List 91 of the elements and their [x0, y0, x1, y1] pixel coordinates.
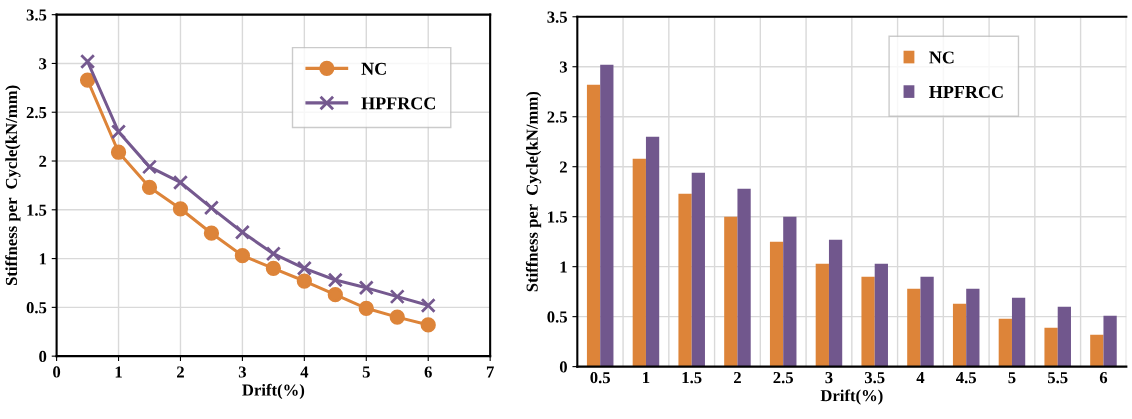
bar	[1057, 306, 1071, 367]
x-tick-label: 3	[825, 372, 833, 384]
legend-label: HPFRCC	[929, 85, 1003, 99]
point	[296, 260, 312, 276]
x-tick-label: 0.5	[590, 371, 610, 384]
x-tick-label: 3.5	[864, 372, 885, 384]
legend-label: NC	[929, 51, 954, 64]
point	[172, 174, 189, 191]
bar	[600, 64, 614, 367]
point	[296, 273, 312, 289]
bar	[737, 188, 751, 367]
y-tick-label: 2.5	[547, 111, 567, 123]
bar	[632, 158, 646, 367]
x-tick-label: 5	[1008, 372, 1016, 384]
x-tick-label: 4.5	[956, 372, 977, 384]
y-tick-label: 1.5	[27, 204, 47, 216]
point	[265, 260, 282, 276]
point	[141, 159, 158, 175]
point	[141, 179, 158, 195]
point	[420, 297, 436, 314]
x-tick-label: 0	[53, 366, 61, 378]
point	[79, 72, 96, 88]
bar	[645, 136, 660, 367]
x-tick-label: 2.5	[773, 372, 794, 384]
y-tick-label: 2.5	[26, 106, 47, 119]
x-tick-label: 5	[362, 366, 370, 378]
x-tick-label: 4	[916, 372, 925, 384]
x-tick-label: 2	[733, 372, 741, 384]
x-tick-label: 5.5	[1047, 372, 1068, 384]
bar	[815, 263, 829, 367]
x-tick-label: 2	[177, 366, 184, 378]
bar	[874, 263, 888, 367]
y-tick-label: 0.5	[26, 302, 47, 314]
bar	[691, 172, 705, 367]
bar	[1090, 334, 1104, 367]
x-axis-title: Drift(%)	[242, 383, 305, 400]
x-tick-label: 7	[486, 366, 494, 378]
bar	[678, 193, 692, 367]
y-tick-label: 3	[559, 61, 568, 73]
bar	[586, 84, 601, 367]
point	[203, 200, 220, 216]
point	[389, 309, 405, 325]
x-tick-label: 1.5	[682, 372, 702, 384]
bar	[920, 276, 934, 367]
x-tick-label: 1	[643, 372, 650, 384]
bar	[783, 216, 797, 367]
point	[110, 124, 127, 140]
y-tick-label: 3.5	[547, 11, 567, 23]
x-axis-title: Drift(%)	[820, 389, 883, 405]
legend-label: HPFRCC	[361, 97, 435, 110]
point	[234, 224, 251, 240]
x-tick-label: 4	[300, 366, 309, 378]
point	[265, 246, 282, 262]
x-tick-label: 3	[238, 366, 247, 378]
bar	[828, 239, 843, 367]
point	[420, 317, 436, 333]
bar	[769, 241, 784, 367]
y-tick-label: 1	[560, 261, 567, 273]
x-tick-label: 6	[424, 366, 432, 378]
bar	[1103, 315, 1117, 367]
bar	[1011, 297, 1026, 367]
bar	[907, 288, 921, 367]
point	[389, 288, 405, 305]
point	[358, 300, 374, 316]
y-axis-title: Stiffness per Cycle(kN/mm)	[525, 91, 542, 292]
bar	[861, 276, 875, 367]
bar	[966, 288, 980, 367]
y-tick-label: 0	[39, 350, 47, 363]
point	[110, 144, 127, 160]
x-tick-label: 6	[1099, 372, 1108, 384]
bar	[1044, 327, 1058, 367]
legend-label: NC	[361, 62, 386, 75]
y-axis-title: Stiffness per Cycle(kN/mm)	[5, 85, 21, 286]
point	[234, 248, 251, 264]
y-tick-label: 3	[39, 58, 47, 70]
y-tick-label: 1.5	[548, 211, 567, 223]
point	[327, 287, 343, 303]
point	[172, 201, 189, 217]
x-tick-label: 1	[115, 366, 122, 378]
point	[358, 280, 374, 296]
y-tick-label: 3.5	[26, 9, 47, 21]
y-tick-label: 1	[39, 253, 47, 265]
bar	[952, 303, 967, 367]
point	[327, 272, 343, 288]
bar	[998, 318, 1012, 367]
y-tick-label: 2	[39, 155, 47, 167]
y-tick-label: 0.5	[547, 311, 567, 323]
y-tick-label: 2	[559, 161, 567, 173]
point	[203, 225, 220, 241]
bar	[724, 216, 738, 367]
point	[79, 53, 96, 70]
